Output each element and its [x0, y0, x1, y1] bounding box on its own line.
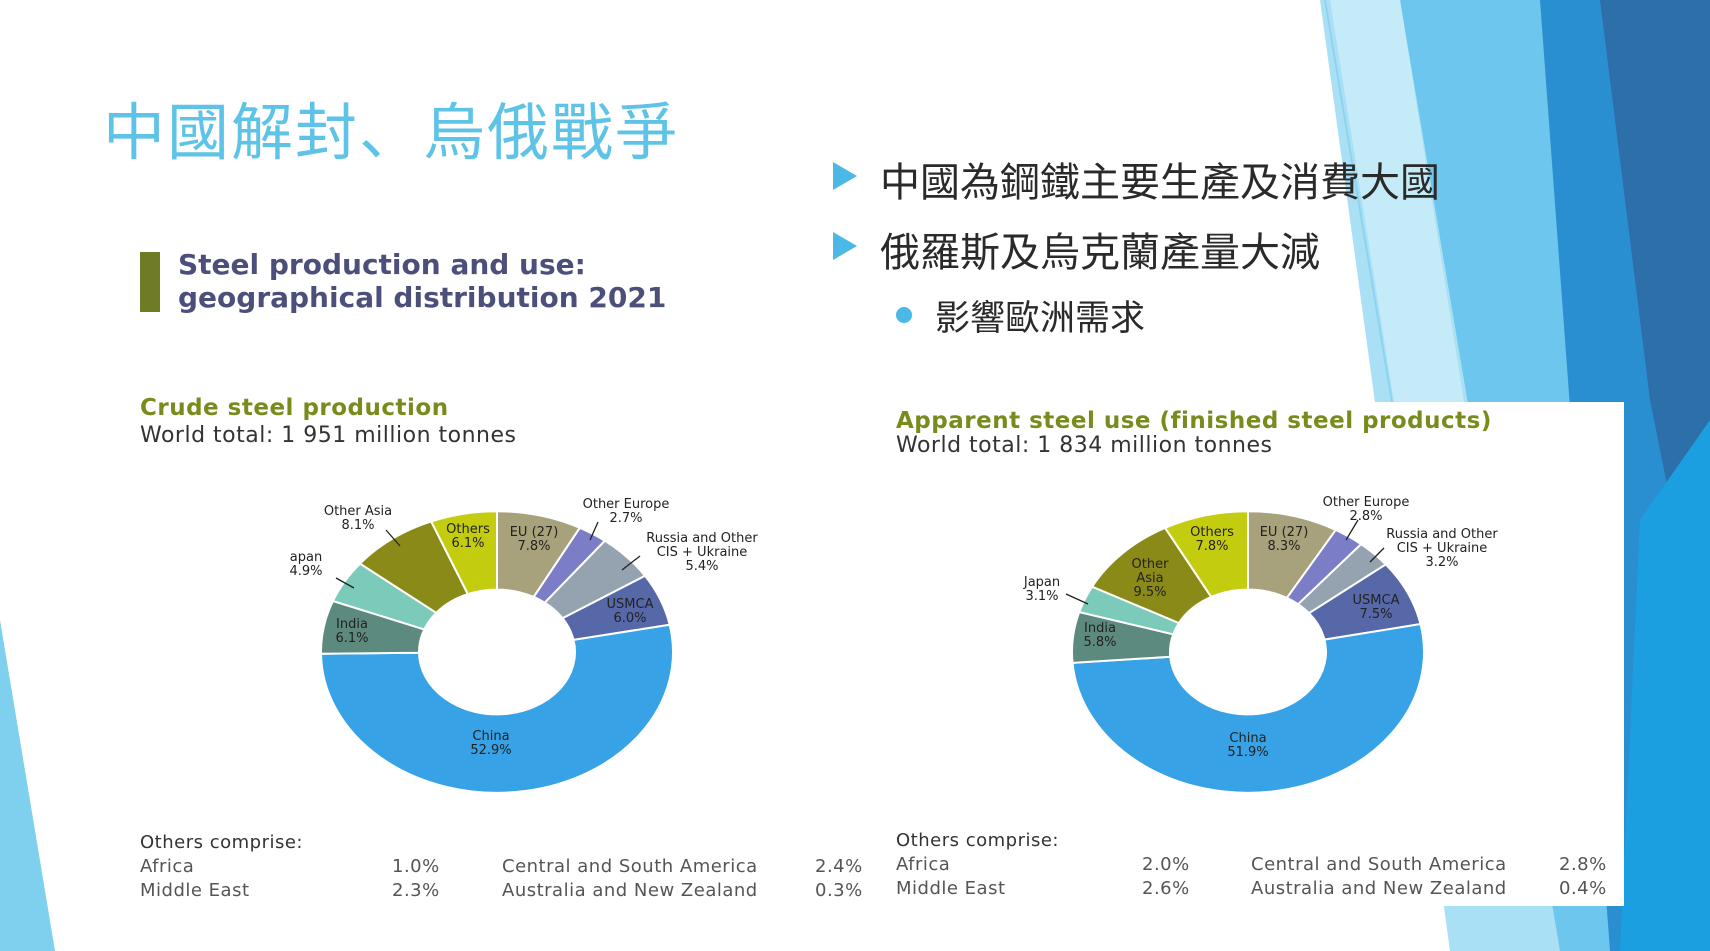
sub-bullet-item: 影響歐洲需求	[935, 299, 1146, 339]
slice-label: Russia and Other CIS + Ukraine 5.4%	[646, 531, 758, 574]
slice-label: India 5.8%	[1083, 621, 1116, 650]
others-comprise: Others comprise: Africa 2.0% Middle East…	[896, 830, 1616, 910]
donut-slice-others	[1163, 510, 1249, 599]
figure-heading-line2: geographical distribution 2021	[178, 281, 667, 314]
others-label: Middle East	[140, 880, 250, 901]
chart-title: Crude steel production	[140, 395, 449, 421]
donut-slice-china	[1071, 622, 1425, 794]
others-value: 0.3%	[815, 880, 863, 901]
slide-title: 中國解封、烏俄戰爭	[103, 96, 680, 169]
slice-label: China 51.9%	[1227, 731, 1268, 760]
callout-line	[1345, 519, 1359, 541]
others-label: Central and South America	[1251, 854, 1507, 875]
chart-subtitle: World total: 1 834 million tonnes	[896, 433, 1273, 458]
slice-label: Other Asia 9.5%	[1132, 557, 1170, 600]
others-label: Australia and New Zealand	[502, 880, 758, 901]
others-heading: Others comprise:	[140, 832, 303, 853]
slice-label: Others 6.1%	[446, 522, 490, 551]
callout-line	[1369, 547, 1385, 563]
others-label: Africa	[896, 854, 951, 875]
donut-slice-others	[429, 510, 498, 596]
slice-label: apan 4.9%	[289, 550, 322, 579]
bullet-item: 俄羅斯及烏克蘭產量大減	[880, 230, 1320, 276]
bullet-arrow-icon	[833, 232, 857, 260]
slice-label: China 52.9%	[470, 729, 511, 758]
others-value: 2.8%	[1559, 854, 1607, 875]
callout-line	[335, 577, 355, 589]
slice-label: EU (27) 8.3%	[1260, 525, 1309, 554]
others-value: 0.4%	[1559, 878, 1607, 899]
slice-label: Others 7.8%	[1190, 525, 1234, 554]
others-label: Central and South America	[502, 856, 758, 877]
callout-line	[385, 529, 401, 547]
bullet-item: 中國為鋼鐵主要生產及消費大國	[880, 160, 1440, 206]
callout-line	[589, 521, 599, 541]
others-heading: Others comprise:	[896, 830, 1059, 851]
slice-label: USMCA 7.5%	[1353, 593, 1400, 622]
slice-label: EU (27) 7.8%	[510, 525, 559, 554]
figure-heading: Steel production and use: geographical d…	[178, 248, 666, 314]
bullet-dot-icon	[896, 307, 912, 323]
others-label: Australia and New Zealand	[1251, 878, 1507, 899]
chart-subtitle: World total: 1 951 million tonnes	[140, 423, 517, 448]
others-value: 2.0%	[1142, 854, 1190, 875]
chart-panel-right	[880, 402, 1624, 906]
slice-label: Russia and Other CIS + Ukraine 3.2%	[1386, 527, 1498, 570]
bullet-arrow-icon	[833, 162, 857, 190]
others-comprise: Others comprise: Africa 1.0% Middle East…	[140, 832, 880, 912]
slice-label: Japan 3.1%	[1023, 575, 1060, 604]
heading-bar	[140, 252, 160, 312]
slice-label: USMCA 6.0%	[607, 597, 654, 626]
others-value: 2.4%	[815, 856, 863, 877]
donut-slice-china	[319, 623, 674, 794]
callout-line	[1065, 593, 1089, 605]
others-value: 2.3%	[392, 880, 440, 901]
chart-title: Apparent steel use (finished steel produ…	[896, 408, 1492, 434]
others-value: 2.6%	[1142, 878, 1190, 899]
others-label: Africa	[140, 856, 195, 877]
figure-heading-line1: Steel production and use:	[178, 248, 586, 281]
slice-label: Other Europe 2.8%	[1323, 495, 1410, 524]
others-label: Middle East	[896, 878, 1006, 899]
callout-line	[621, 555, 641, 571]
slice-label: India 6.1%	[335, 617, 368, 646]
slice-label: Other Europe 2.7%	[583, 497, 670, 526]
slice-label: Other Asia 8.1%	[324, 504, 392, 533]
others-value: 1.0%	[392, 856, 440, 877]
